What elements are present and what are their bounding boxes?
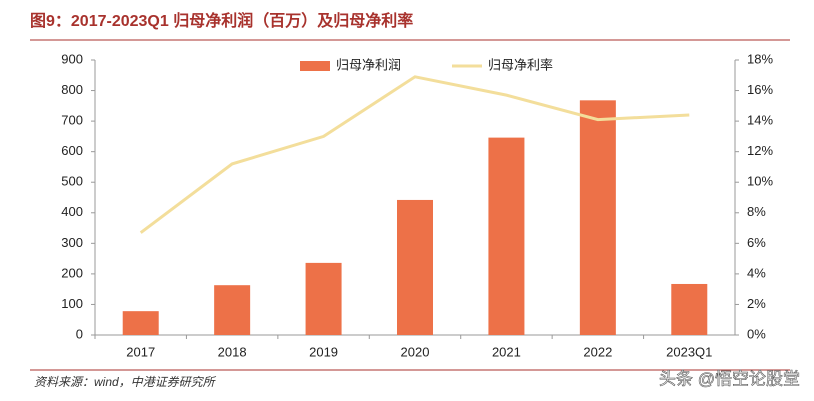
y2-tick-label: 14% [747, 113, 773, 128]
y-tick-label: 100 [61, 296, 83, 311]
y-tick-label: 600 [61, 143, 83, 158]
y-tick-label: 700 [61, 113, 83, 128]
watermark: 头条 @悟空论股堂 [659, 369, 800, 388]
y2-tick-label: 6% [747, 235, 766, 250]
bar [214, 285, 251, 335]
bar [397, 199, 433, 335]
y2-tick-label: 0% [747, 326, 766, 341]
y2-tick-label: 12% [747, 143, 773, 158]
y-tick-label: 400 [61, 204, 83, 219]
bar [579, 100, 616, 335]
bar [305, 262, 342, 335]
y2-tick-label: 4% [747, 265, 766, 280]
x-tick-label: 2020 [401, 344, 430, 359]
y2-tick-label: 8% [747, 204, 766, 219]
bar [122, 311, 159, 335]
bar [671, 283, 708, 335]
x-tick-label: 2019 [309, 344, 338, 359]
chart-title: 图9：2017-2023Q1 归母净利润（百万）及归母净利率 [30, 11, 413, 30]
y-tick-label: 800 [61, 82, 83, 97]
x-tick-label: 2022 [583, 344, 612, 359]
y2-tick-label: 2% [747, 296, 766, 311]
x-tick-label: 2023Q1 [666, 344, 712, 359]
x-tick-label: 2017 [126, 344, 155, 359]
x-tick-label: 2018 [218, 344, 247, 359]
y2-tick-label: 18% [747, 51, 773, 66]
bar [488, 137, 525, 335]
y2-tick-label: 10% [747, 174, 773, 189]
legend-swatch [300, 61, 330, 71]
y-tick-label: 900 [61, 51, 83, 66]
y-tick-label: 0 [76, 326, 83, 341]
y-tick-label: 300 [61, 235, 83, 250]
y-tick-label: 500 [61, 174, 83, 189]
legend-label: 归母净利率 [488, 57, 553, 72]
legend-label: 归母净利润 [336, 57, 401, 72]
x-tick-label: 2021 [492, 344, 521, 359]
y2-tick-label: 16% [747, 82, 773, 97]
line [139, 75, 690, 234]
source: 资料来源：wind，中港证券研究所 [34, 375, 217, 389]
y-tick-label: 200 [61, 265, 83, 280]
